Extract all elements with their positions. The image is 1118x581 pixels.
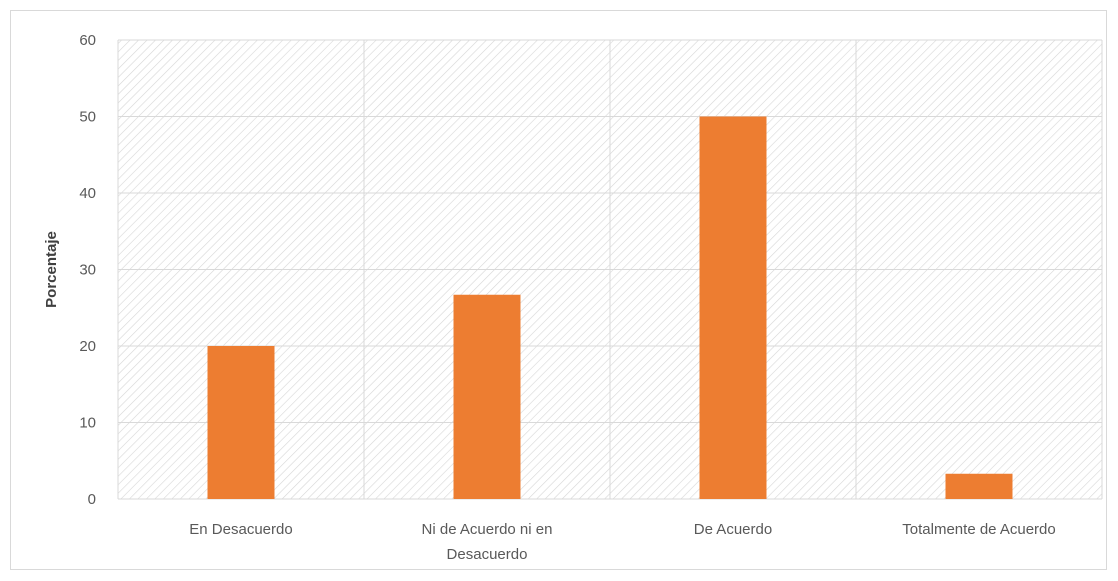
bar [699, 116, 767, 499]
x-axis-ticks: En Desacuerdo Ni de Acuerdo ni en Desacuer… [189, 521, 1055, 563]
y-tick-label: 50 [79, 109, 96, 126]
x-tick-label-line: Ni de Acuerdo ni en [422, 521, 553, 538]
bars [207, 116, 1013, 499]
gridlines [117, 39, 1103, 500]
y-tick-label: 30 [79, 262, 96, 279]
y-axis-title: Porcentaje [43, 231, 60, 308]
y-axis-ticks: 0 10 20 30 40 50 60 [79, 32, 96, 508]
x-tick-label: De Acuerdo [694, 521, 772, 538]
bar [945, 473, 1013, 499]
x-tick-label: Ni de Acuerdo ni en Desacuerdo [422, 521, 553, 563]
y-tick-label: 10 [79, 415, 96, 432]
x-tick-label-line: En Desacuerdo [189, 521, 292, 538]
x-tick-label-line: De Acuerdo [694, 521, 772, 538]
y-tick-label: 60 [79, 32, 96, 49]
y-tick-label: 20 [79, 338, 96, 355]
x-tick-label: Totalmente de Acuerdo [902, 521, 1055, 538]
y-tick-label: 40 [79, 185, 96, 202]
x-tick-label-line: Desacuerdo [447, 546, 528, 563]
x-tick-label: En Desacuerdo [189, 521, 292, 538]
x-tick-label-line: Totalmente de Acuerdo [902, 521, 1055, 538]
bar [453, 294, 521, 499]
bar [207, 346, 275, 499]
y-tick-label: 0 [88, 491, 96, 508]
